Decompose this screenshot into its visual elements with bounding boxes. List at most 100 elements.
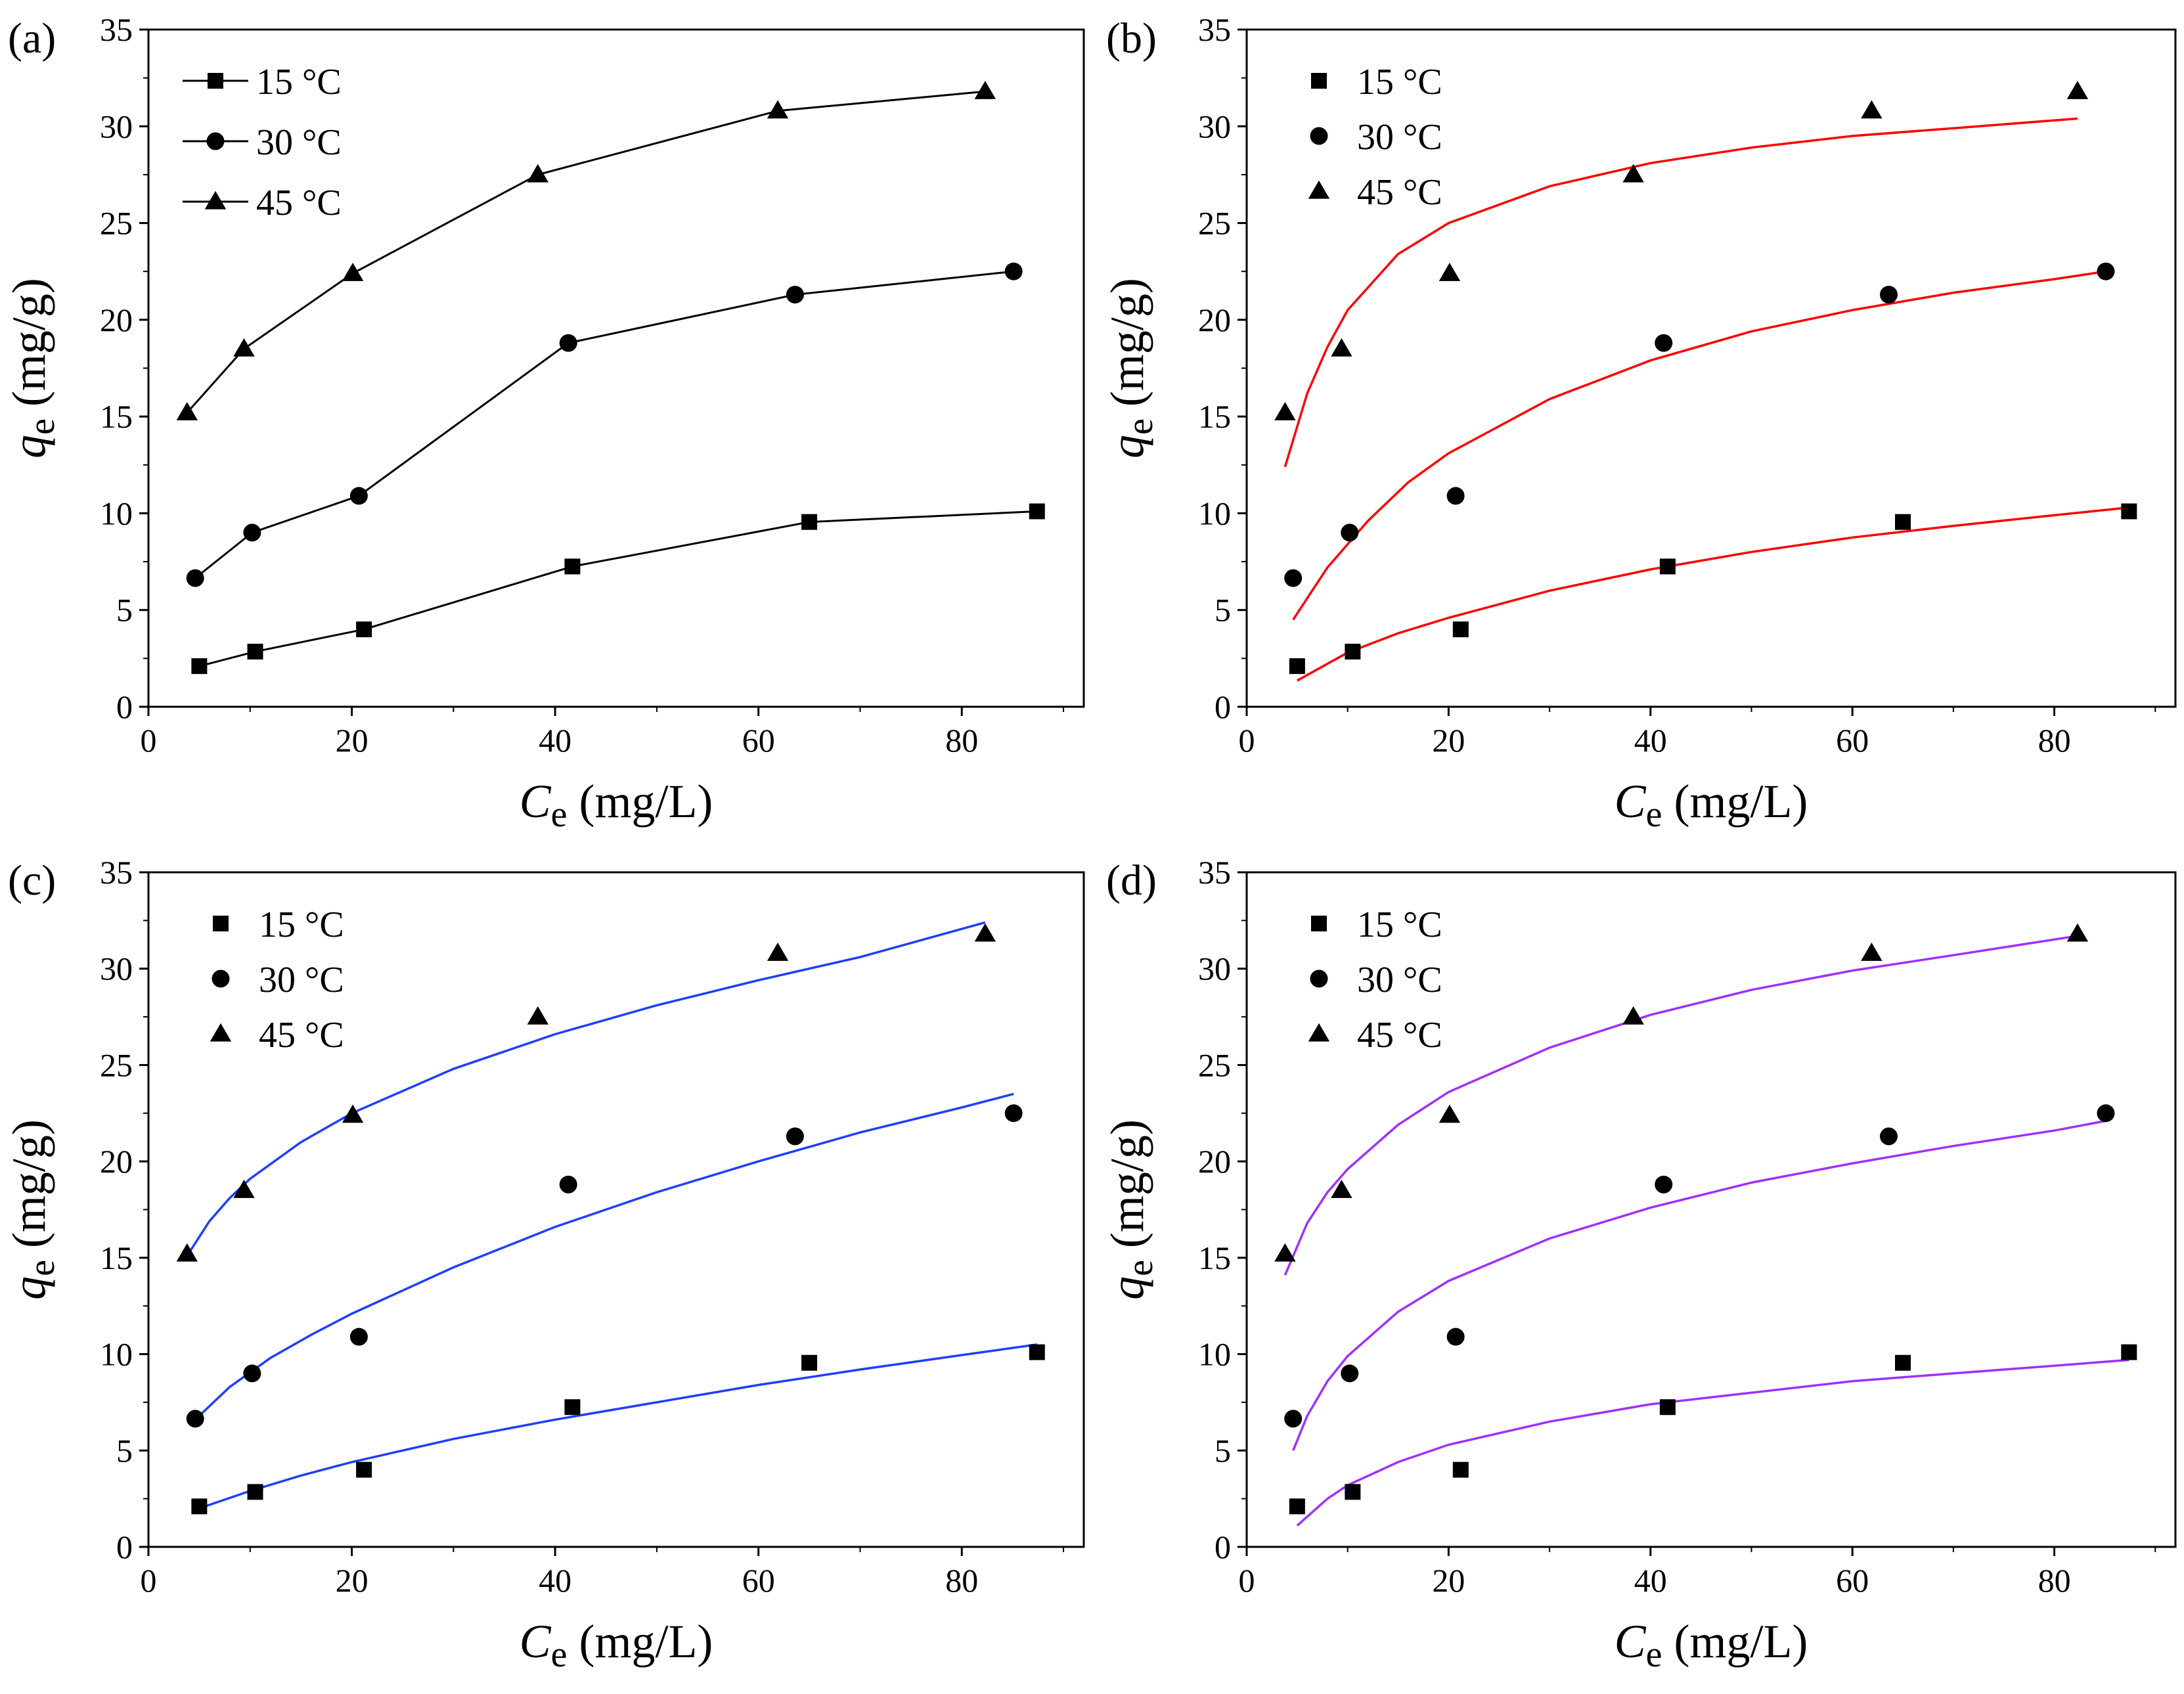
series-circle	[1284, 1104, 2115, 1451]
series-circle	[186, 1092, 1023, 1428]
y-axis-label: qe (mg/g)	[1101, 278, 1161, 458]
series-line	[199, 510, 1037, 667]
y-axis-label-unit: (mg/g)	[1101, 1119, 1153, 1260]
data-point	[356, 621, 372, 638]
y-tick-label: 20	[1198, 301, 1231, 338]
y-tick-label: 15	[100, 1239, 133, 1276]
data-point	[1861, 943, 1883, 961]
series-triangle	[1274, 923, 2089, 1276]
data-point	[243, 1364, 261, 1383]
x-tick-label: 80	[2038, 722, 2071, 759]
data-point	[564, 1399, 581, 1415]
data-point	[1029, 503, 1045, 520]
data-point	[1284, 1410, 1303, 1428]
y-tick-label: 0	[116, 1528, 133, 1565]
x-axis-label-main: C	[1615, 775, 1647, 828]
y-axis-label-unit: (mg/g)	[1101, 278, 1153, 418]
data-point	[191, 658, 208, 675]
legend-label: 15 °C	[259, 904, 344, 945]
data-point	[767, 100, 789, 119]
data-point	[1331, 338, 1352, 357]
data-point	[1659, 558, 1676, 575]
data-point	[786, 1127, 804, 1146]
series-triangle	[176, 921, 996, 1262]
fit-curve	[1296, 506, 2129, 682]
y-axis-label-sub: e	[1120, 1260, 1161, 1276]
y-tick-label: 5	[1215, 592, 1231, 629]
data-point	[559, 334, 577, 352]
data-point	[2097, 1104, 2115, 1123]
legend-marker	[213, 916, 229, 931]
data-point	[2121, 503, 2137, 520]
data-point	[1861, 100, 1883, 119]
legend-marker	[210, 1023, 232, 1042]
y-tick-label: 20	[1198, 1143, 1231, 1180]
x-tick-label: 0	[141, 1562, 157, 1599]
y-tick-label: 25	[100, 205, 133, 242]
legend-label: 15 °C	[1357, 62, 1442, 102]
data-point	[1284, 569, 1303, 587]
legend: 15 °C 30 °C 45 °C	[210, 904, 344, 1056]
legend-marker	[1311, 73, 1327, 89]
x-tick-label: 60	[742, 722, 775, 759]
legend-label: 45 °C	[1357, 1015, 1442, 1056]
y-axis-label-main: q	[3, 1276, 55, 1300]
data-point	[801, 514, 818, 530]
x-axis-label: Ce (mg/L)	[1615, 775, 1808, 835]
series-square	[191, 1343, 1045, 1515]
data-point	[233, 1179, 255, 1198]
x-axis-label: Ce (mg/L)	[520, 1615, 713, 1675]
x-tick-label: 20	[336, 1562, 368, 1599]
data-point	[2097, 262, 2115, 280]
x-tick-label: 80	[945, 722, 978, 759]
x-axis-label-sub: e	[551, 794, 568, 835]
legend-label: 30 °C	[259, 960, 344, 1000]
fit-curve	[186, 921, 986, 1257]
y-axis-label: qe (mg/g)	[3, 1119, 62, 1300]
y-tick-label: 10	[100, 495, 133, 531]
data-point	[1452, 621, 1469, 638]
legend-label: 45 °C	[1357, 172, 1442, 213]
data-point	[1029, 1344, 1045, 1360]
legend-marker	[204, 190, 227, 210]
data-point	[1895, 514, 1911, 530]
x-tick-label: 40	[1634, 722, 1667, 759]
x-axis-label-main: C	[520, 775, 552, 828]
x-axis-label-main: C	[520, 1615, 552, 1668]
data-point	[1438, 1104, 1461, 1123]
data-point	[1341, 524, 1359, 542]
data-point	[767, 943, 789, 961]
y-axis-label-main: q	[1101, 1276, 1153, 1300]
data-point	[1004, 262, 1023, 280]
x-axis-label-sub: e	[1646, 1634, 1662, 1675]
data-point	[1446, 487, 1465, 505]
y-axis-label-main: q	[3, 435, 55, 458]
x-tick-label: 60	[1836, 1562, 1869, 1599]
y-tick-label: 25	[100, 1046, 133, 1083]
y-tick-label: 0	[1215, 688, 1231, 725]
x-axis-label-sub: e	[1646, 794, 1662, 835]
fit-curve	[1292, 270, 2106, 621]
y-tick-label: 10	[1198, 1336, 1231, 1373]
data-point	[1655, 334, 1673, 352]
legend-marker	[1310, 970, 1328, 988]
x-tick-label: 20	[336, 722, 368, 759]
y-axis-label-sub: e	[22, 1260, 62, 1276]
data-point	[2121, 1344, 2137, 1360]
data-point	[1622, 164, 1644, 183]
data-point	[527, 1006, 549, 1025]
panel-label: (b)	[1106, 14, 1157, 62]
legend-label: 15 °C	[1357, 904, 1442, 945]
data-point	[974, 81, 996, 99]
fit-curve	[1292, 1119, 2106, 1451]
series-triangle	[176, 81, 996, 420]
x-axis-label-unit: (mg/L)	[1662, 775, 1808, 828]
x-axis-label: Ce (mg/L)	[520, 775, 713, 835]
data-point	[342, 1104, 364, 1123]
y-axis-label-unit: (mg/g)	[3, 1119, 55, 1260]
x-tick-label: 40	[539, 722, 571, 759]
